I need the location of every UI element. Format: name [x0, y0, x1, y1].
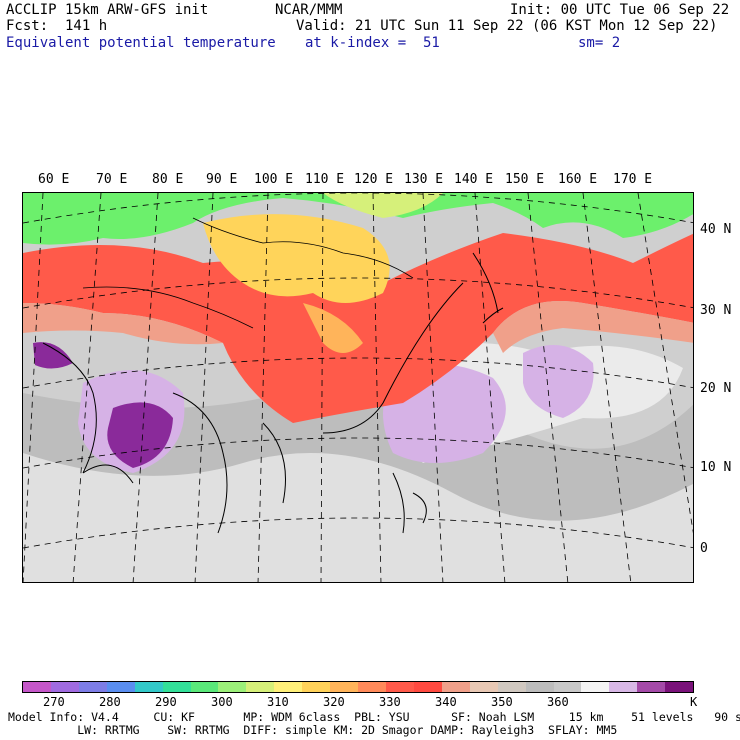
lat-label: 30 N [700, 303, 732, 318]
lat-label: 20 N [700, 381, 732, 396]
valid-time: Valid: 21 UTC Sun 11 Sep 22 (06 KST Mon … [296, 18, 718, 34]
map-canvas [23, 193, 693, 582]
colorbar-label: 360 [547, 695, 569, 709]
colorbar-swatch [302, 682, 331, 692]
cold-anomaly-central-pacific [523, 345, 594, 418]
warm-margin [23, 303, 223, 345]
colorbar-label: 310 [267, 695, 289, 709]
lon-label: 70 E [96, 172, 128, 187]
level-index: at k-index = 51 [305, 35, 440, 51]
colorbar-swatch [441, 682, 470, 692]
lon-label: 100 E [254, 172, 294, 187]
equatorial-field [23, 453, 693, 582]
country-borders [82, 217, 414, 329]
colorbar-swatch [497, 682, 526, 692]
colorbar-unit: K [690, 695, 698, 709]
lat-label: 40 N [700, 222, 732, 237]
init-time: Init: 00 UTC Tue 06 Sep 22 [510, 2, 730, 18]
colorbar-swatch [162, 682, 191, 692]
lon-label: 130 E [404, 172, 444, 187]
warm-band [23, 233, 693, 423]
colorbar-swatch [23, 682, 51, 692]
colorbar-label: 270 [43, 695, 65, 709]
lat-label: 0 [700, 541, 708, 556]
lon-label: 120 E [354, 172, 394, 187]
transition-zone [323, 193, 443, 218]
colorbar-swatch [665, 682, 694, 692]
colorbar-swatch [525, 682, 554, 692]
colorbar-label: 320 [323, 695, 345, 709]
model-info-line2: LW: RRTMG SW: RRTMG DIFF: simple KM: 2D … [8, 723, 618, 737]
colorbar [22, 681, 694, 693]
lon-label: 90 E [206, 172, 238, 187]
cool-high-latitude [23, 193, 693, 245]
model-info-line1: Model Info: V4.4 CU: KF MP: WDM 6class P… [8, 710, 740, 724]
colorbar-swatch [385, 682, 414, 692]
colorbar-swatch [609, 682, 638, 692]
smoothing: sm= 2 [578, 35, 621, 51]
colorbar-swatch [581, 682, 610, 692]
lon-label: 110 E [305, 172, 345, 187]
model-title: ACCLIP 15km ARW-GFS init [6, 2, 209, 18]
lon-label: 80 E [152, 172, 184, 187]
forecast-hour: Fcst: 141 h [6, 18, 108, 34]
colorbar-swatch [274, 682, 303, 692]
colorbar-swatch [190, 682, 219, 692]
colorbar-label: 290 [155, 695, 177, 709]
colorbar-swatch [246, 682, 275, 692]
colorbar-swatch [134, 682, 163, 692]
cold-anomaly-arabian-sea [33, 342, 73, 369]
lon-label: 160 E [558, 172, 598, 187]
colorbar-swatch [50, 682, 79, 692]
colorbar-label: 300 [211, 695, 233, 709]
colorbar-swatch [413, 682, 442, 692]
colorbar-label: 340 [435, 695, 457, 709]
lon-label: 60 E [38, 172, 70, 187]
colorbar-swatch [330, 682, 359, 692]
colorbar-swatch [218, 682, 247, 692]
colorbar-swatch [78, 682, 107, 692]
colorbar-label: 350 [491, 695, 513, 709]
theta-e-map [22, 192, 694, 583]
lon-label: 170 E [613, 172, 653, 187]
colorbar-swatch [106, 682, 135, 692]
lat-label: 10 N [700, 460, 732, 475]
hot-region-south [303, 303, 363, 353]
colorbar-swatch [553, 682, 582, 692]
colorbar-label: 280 [99, 695, 121, 709]
lon-label: 140 E [454, 172, 494, 187]
lon-label: 150 E [505, 172, 545, 187]
graticule [23, 193, 693, 582]
organization: NCAR/MMM [275, 2, 343, 18]
warm-margin-east [493, 301, 693, 353]
cold-anomaly-bay-of-bengal-core [107, 402, 173, 468]
colorbar-swatch [637, 682, 666, 692]
coastlines [42, 252, 504, 534]
colorbar-swatch [358, 682, 386, 692]
colorbar-swatch [469, 682, 498, 692]
colorbar-label: 330 [379, 695, 401, 709]
field-name: Equivalent potential temperature [6, 35, 276, 51]
hot-region-plateau [203, 214, 390, 303]
